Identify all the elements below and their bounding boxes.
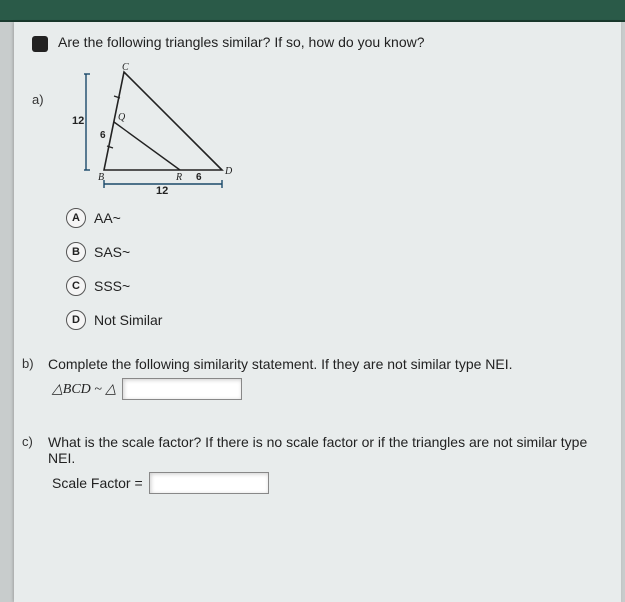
part-a-label: a) <box>32 92 44 107</box>
option-a-text: AA~ <box>94 210 121 226</box>
svg-text:D: D <box>224 166 233 177</box>
question-text: Are the following triangles similar? If … <box>58 34 425 50</box>
part-c-label: c) <box>22 434 33 449</box>
part-b-equation: △BCD ~ △ <box>52 378 603 400</box>
triangle-figure: C B D Q R 12 6 12 6 <box>66 62 603 194</box>
part-b-label: b) <box>22 356 34 371</box>
option-c-circle: C <box>66 276 86 296</box>
svg-text:C: C <box>122 62 129 73</box>
option-b-text: SAS~ <box>94 244 130 260</box>
similarity-input[interactable] <box>122 378 242 400</box>
svg-text:B: B <box>98 172 104 183</box>
similarity-prefix: △BCD ~ △ <box>52 381 116 398</box>
part-b-section: b) Complete the following similarity sta… <box>32 356 603 400</box>
svg-text:12: 12 <box>72 115 84 127</box>
part-c-equation: Scale Factor = <box>52 472 603 494</box>
option-d-text: Not Similar <box>94 312 162 328</box>
option-b-circle: B <box>66 242 86 262</box>
svg-text:12: 12 <box>156 185 168 194</box>
part-c-statement: What is the scale factor? If there is no… <box>48 434 603 466</box>
svg-text:Q: Q <box>118 112 126 123</box>
answer-options: A AA~ B SAS~ C SSS~ D Not Similar <box>66 208 603 330</box>
option-d[interactable]: D Not Similar <box>66 310 603 330</box>
scale-factor-prefix: Scale Factor = <box>52 475 143 491</box>
question-number-bullet <box>32 36 48 52</box>
worksheet-page: Are the following triangles similar? If … <box>14 22 621 602</box>
option-c[interactable]: C SSS~ <box>66 276 603 296</box>
svg-text:6: 6 <box>196 172 202 183</box>
option-a[interactable]: A AA~ <box>66 208 603 228</box>
window-topbar <box>0 0 625 22</box>
svg-text:6: 6 <box>100 130 106 141</box>
option-c-text: SSS~ <box>94 278 130 294</box>
option-a-circle: A <box>66 208 86 228</box>
option-b[interactable]: B SAS~ <box>66 242 603 262</box>
triangle-svg: C B D Q R 12 6 12 6 <box>66 62 236 194</box>
part-c-section: c) What is the scale factor? If there is… <box>32 434 603 494</box>
question-header: Are the following triangles similar? If … <box>32 34 603 52</box>
scale-factor-input[interactable] <box>149 472 269 494</box>
part-b-statement: Complete the following similarity statem… <box>48 356 603 372</box>
option-d-circle: D <box>66 310 86 330</box>
svg-text:R: R <box>175 172 182 183</box>
